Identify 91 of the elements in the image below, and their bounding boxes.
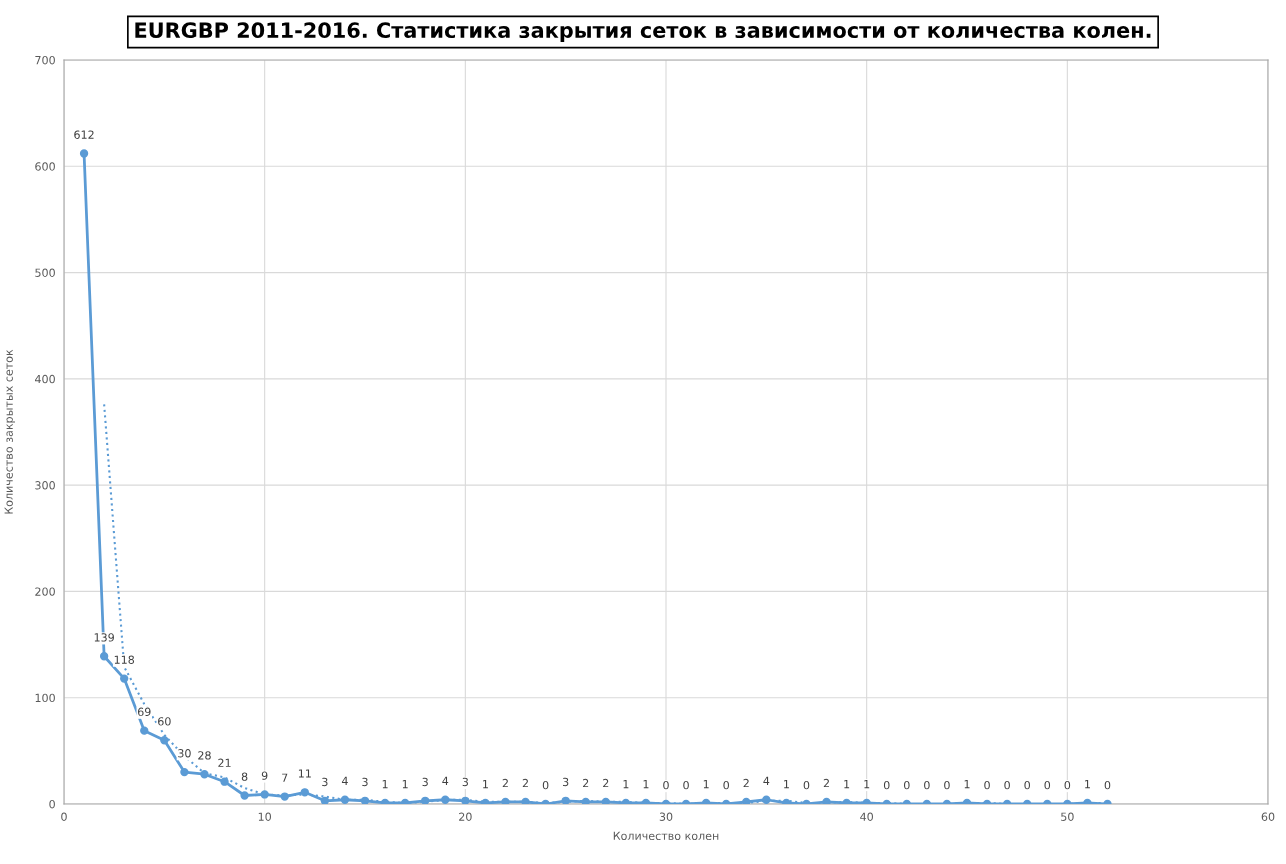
data-label: 3 bbox=[322, 777, 328, 787]
y-tick-label: 600 bbox=[35, 162, 55, 171]
x-tick-label: 20 bbox=[459, 812, 472, 821]
data-label: 3 bbox=[362, 777, 368, 787]
x-tick-label: 0 bbox=[61, 812, 67, 821]
point bbox=[581, 797, 590, 804]
data-label: 0 bbox=[984, 780, 990, 790]
point bbox=[180, 767, 189, 777]
data-label: 139 bbox=[94, 633, 114, 642]
data-label: 0 bbox=[924, 780, 930, 790]
data-label: 0 bbox=[542, 780, 549, 790]
point bbox=[521, 797, 530, 804]
data-label: 69 bbox=[137, 707, 151, 717]
point bbox=[99, 652, 109, 661]
point bbox=[561, 796, 570, 804]
y-tick-label: 100 bbox=[35, 693, 55, 703]
point bbox=[160, 736, 169, 745]
data-label: 30 bbox=[178, 749, 191, 758]
data-label: 0 bbox=[904, 780, 910, 790]
data-label: 60 bbox=[158, 717, 171, 726]
data-label: 0 bbox=[723, 780, 729, 790]
y-tick-label: 300 bbox=[35, 481, 55, 490]
data-label: 1 bbox=[643, 780, 649, 789]
data-label: 1 bbox=[864, 780, 870, 789]
point bbox=[822, 797, 831, 804]
point bbox=[501, 797, 510, 804]
data-label: 4 bbox=[763, 776, 770, 785]
data-label: 1 bbox=[784, 780, 789, 789]
point bbox=[240, 791, 249, 800]
data-label: 1 bbox=[483, 780, 488, 789]
y-tick-label: 200 bbox=[35, 587, 55, 596]
data-label: 0 bbox=[683, 780, 689, 790]
data-label: 3 bbox=[422, 777, 428, 787]
data-label: 612 bbox=[74, 130, 94, 139]
data-label: 0 bbox=[803, 780, 810, 790]
point bbox=[421, 796, 430, 804]
y-tick-label: 0 bbox=[49, 799, 55, 809]
data-label: 118 bbox=[114, 655, 135, 664]
x-tick-label: 40 bbox=[860, 812, 873, 821]
data-label: 2 bbox=[603, 778, 609, 788]
x-tick-label: 60 bbox=[1261, 812, 1275, 821]
point bbox=[120, 674, 129, 683]
data-label: 0 bbox=[944, 780, 950, 790]
data-label: 3 bbox=[562, 777, 569, 787]
data-label: 1 bbox=[382, 780, 388, 789]
point bbox=[300, 788, 309, 797]
data-label: 11 bbox=[298, 769, 311, 778]
point bbox=[220, 777, 229, 786]
y-tick-label: 700 bbox=[35, 55, 55, 65]
x-tick-label: 50 bbox=[1061, 812, 1074, 821]
data-label: 1 bbox=[1085, 780, 1090, 789]
data-label: 21 bbox=[218, 758, 231, 767]
y-axis-title: Количество закрытых сеток bbox=[4, 349, 16, 514]
data-label: 0 bbox=[1104, 780, 1111, 790]
data-label: 2 bbox=[823, 778, 829, 788]
data-label: 9 bbox=[261, 771, 268, 780]
data-label: 0 bbox=[1064, 780, 1071, 790]
point bbox=[140, 726, 149, 735]
data-label: 3 bbox=[462, 777, 468, 787]
data-label: 0 bbox=[1024, 780, 1030, 790]
x-axis-title: Количество колен bbox=[613, 831, 719, 841]
data-label: 1 bbox=[623, 780, 629, 789]
y-tick-label: 500 bbox=[35, 268, 55, 277]
data-label: 28 bbox=[198, 751, 211, 760]
data-label: 1 bbox=[402, 780, 408, 789]
point bbox=[340, 795, 350, 804]
point bbox=[320, 796, 330, 804]
data-label: 0 bbox=[1044, 780, 1051, 790]
point bbox=[742, 797, 751, 804]
data-label: 2 bbox=[583, 778, 589, 788]
point bbox=[461, 796, 470, 804]
data-label: 4 bbox=[341, 776, 348, 785]
data-label: 2 bbox=[743, 778, 749, 788]
data-label: 4 bbox=[442, 776, 449, 785]
point bbox=[200, 770, 209, 779]
data-label: 0 bbox=[663, 780, 669, 790]
point bbox=[79, 149, 89, 158]
x-tick-label: 30 bbox=[659, 812, 673, 821]
data-label: 1 bbox=[703, 780, 709, 789]
data-label: 2 bbox=[502, 778, 508, 788]
chart-title: EURGBP 2011-2016. Статистика закрытия сеток в зависимости от количества колен. bbox=[135, 22, 1151, 43]
data-label: 2 bbox=[522, 778, 528, 788]
data-label: 0 bbox=[1004, 780, 1010, 790]
point bbox=[601, 797, 610, 804]
data-label: 1 bbox=[964, 780, 970, 789]
data-label: 1 bbox=[844, 780, 850, 789]
y-tick-label: 400 bbox=[35, 374, 55, 384]
x-tick-label: 10 bbox=[258, 812, 271, 821]
data-label: 7 bbox=[282, 773, 288, 782]
data-label: 0 bbox=[883, 780, 890, 790]
data-label: 8 bbox=[241, 772, 248, 781]
